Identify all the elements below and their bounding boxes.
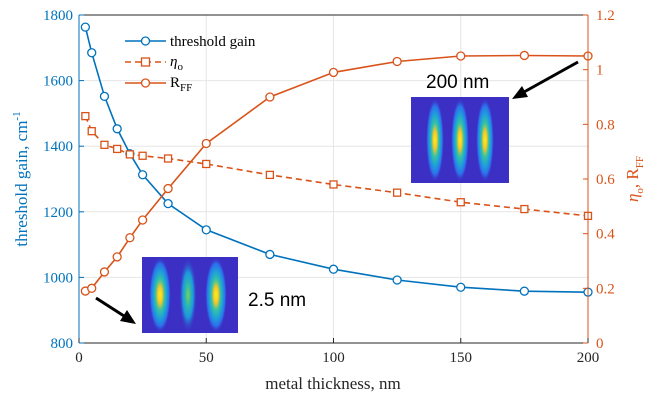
data-point-eta-2: [100, 140, 109, 149]
y-right-tick-label-4: 0.8: [596, 117, 615, 133]
data-point-eta-8: [265, 170, 275, 180]
legend-label-eta: ηo: [170, 54, 183, 73]
annotation-2-5nm: 2.5 nm: [248, 290, 306, 311]
y-left-axis-label: threshold gain, cm-1: [11, 111, 31, 246]
data-point-eta-3: [113, 144, 122, 154]
inset-200nm-mode-1: [426, 98, 444, 182]
legend-label-threshold-gain: threshold gain: [170, 34, 256, 50]
y-right-tick-label-0: 0: [596, 336, 604, 352]
data-point-eta-10: [392, 188, 402, 197]
data-point-rff-9: [328, 67, 339, 78]
data-point-rff-11: [456, 51, 466, 61]
data-point-rff-8: [265, 92, 275, 102]
data-point-eta-0: [81, 111, 90, 121]
data-point-threshold-gain-3: [112, 124, 122, 134]
data-point-threshold-gain-6: [163, 198, 173, 209]
x-tick-label-3: 150: [450, 350, 473, 366]
x-tick-label-4: 200: [577, 350, 600, 366]
inset-2-5nm-mode-3: [205, 257, 227, 333]
y-right-axis-label-eta: η: [623, 194, 642, 202]
y-right-tick-label-3: 0.6: [596, 172, 615, 188]
data-point-rff-3: [112, 252, 122, 262]
y-right-axis-label: ηo, RFF: [623, 156, 646, 202]
data-point-rff-2: [99, 267, 110, 277]
data-point-rff-12: [519, 50, 530, 61]
data-point-eta-6: [163, 154, 173, 163]
inset-200nm-mode-2: [451, 98, 469, 182]
data-point-rff-6: [163, 183, 173, 194]
data-point-eta-5: [138, 151, 147, 160]
x-tick-label-2: 100: [322, 350, 345, 366]
data-point-eta-12: [520, 204, 529, 214]
legend-marker-threshold-gain: [140, 36, 151, 46]
legend-marker-eta: [140, 57, 151, 67]
y-left-tick-label-0: 800: [51, 336, 74, 352]
legend-label-eta-sub: o: [177, 61, 183, 73]
y-left-tick-label-3: 1400: [43, 139, 73, 155]
inset-2-5nm: [142, 257, 238, 333]
inset-200nm: [411, 97, 509, 183]
legend-entry-eta: ηo: [125, 54, 183, 73]
y-right-tick-label-1: 0.2: [596, 281, 615, 297]
series-line-threshold-gain: [84, 26, 589, 293]
data-point-threshold-gain-2: [99, 91, 110, 101]
y-right-axis-label-ff-sub: FF: [634, 156, 646, 168]
data-point-eta-4: [125, 150, 135, 159]
x-tick-label-1: 50: [199, 350, 214, 366]
series-line-eta: [84, 115, 589, 217]
annotation-200nm: 200 nm: [426, 72, 489, 93]
data-point-threshold-gain-12: [519, 286, 530, 296]
data-point-threshold-gain-7: [201, 225, 211, 235]
arrow-2-5nm-head: [120, 310, 136, 324]
arrow-200nm: [512, 60, 579, 99]
data-point-rff-10: [392, 56, 402, 67]
inset-200nm-mode-3: [476, 98, 494, 182]
data-point-eta-1: [87, 127, 96, 136]
data-point-eta-11: [456, 198, 465, 207]
legend-label-eta-main: η: [170, 54, 177, 70]
ticks: 0 50 100 150 200 800 1000 1200 1400 1600 1800 0 0.2 0…: [43, 8, 615, 366]
data-point-rff-7: [201, 138, 211, 149]
data-point-threshold-gain-8: [265, 249, 275, 260]
y-right-tick-label-2: 0.4: [596, 227, 615, 243]
y-left-axis-label-main: threshold gain, cm: [12, 121, 31, 247]
x-axis-label: metal thickness, nm: [265, 374, 401, 393]
data-point-rff-5: [137, 215, 148, 225]
data-point-eta-9: [329, 180, 338, 189]
inset-2-5nm-mode-1: [149, 257, 171, 333]
data-point-threshold-gain-0: [80, 22, 91, 32]
y-right-tick-label-6: 1.2: [596, 8, 615, 24]
y-left-tick-label-2: 1200: [43, 205, 73, 221]
legend-marker-rff: [140, 78, 151, 88]
legend: threshold gain ηo RFF: [125, 34, 256, 94]
y-right-axis-label-eta-sub: o: [634, 188, 646, 194]
arrow-2-5nm-shaft: [95, 296, 125, 318]
data-point-threshold-gain-5: [137, 170, 148, 180]
legend-label-rff-sub: FF: [180, 82, 192, 94]
arrow-200nm-shaft: [523, 60, 579, 94]
y-right-tick-label-5: 1: [596, 63, 604, 79]
inset-2-5nm-mode-2: [179, 257, 197, 333]
arrow-2-5nm: [95, 296, 136, 324]
x-tick-label-0: 0: [75, 350, 83, 366]
data-point-rff-1: [87, 283, 97, 293]
data-point-threshold-gain-11: [456, 282, 466, 292]
data-point-rff-4: [125, 233, 135, 243]
legend-entry-threshold-gain: threshold gain: [125, 34, 256, 50]
legend-label-rff: RFF: [170, 75, 192, 94]
legend-entry-rff: RFF: [125, 75, 192, 94]
y-left-tick-label-4: 1600: [43, 74, 73, 90]
y-right-axis-label-sep: , R: [623, 168, 642, 189]
legend-label-rff-main: R: [170, 75, 180, 91]
data-point-threshold-gain-10: [392, 275, 402, 285]
data-point-eta-7: [202, 159, 211, 169]
arrow-200nm-head: [512, 86, 528, 99]
y-left-tick-label-1: 1000: [43, 270, 73, 286]
y-left-axis-label-sup: -1: [11, 111, 23, 120]
data-point-threshold-gain-9: [328, 264, 339, 274]
y-left-tick-label-5: 1800: [43, 8, 73, 24]
data-point-threshold-gain-1: [87, 48, 97, 58]
